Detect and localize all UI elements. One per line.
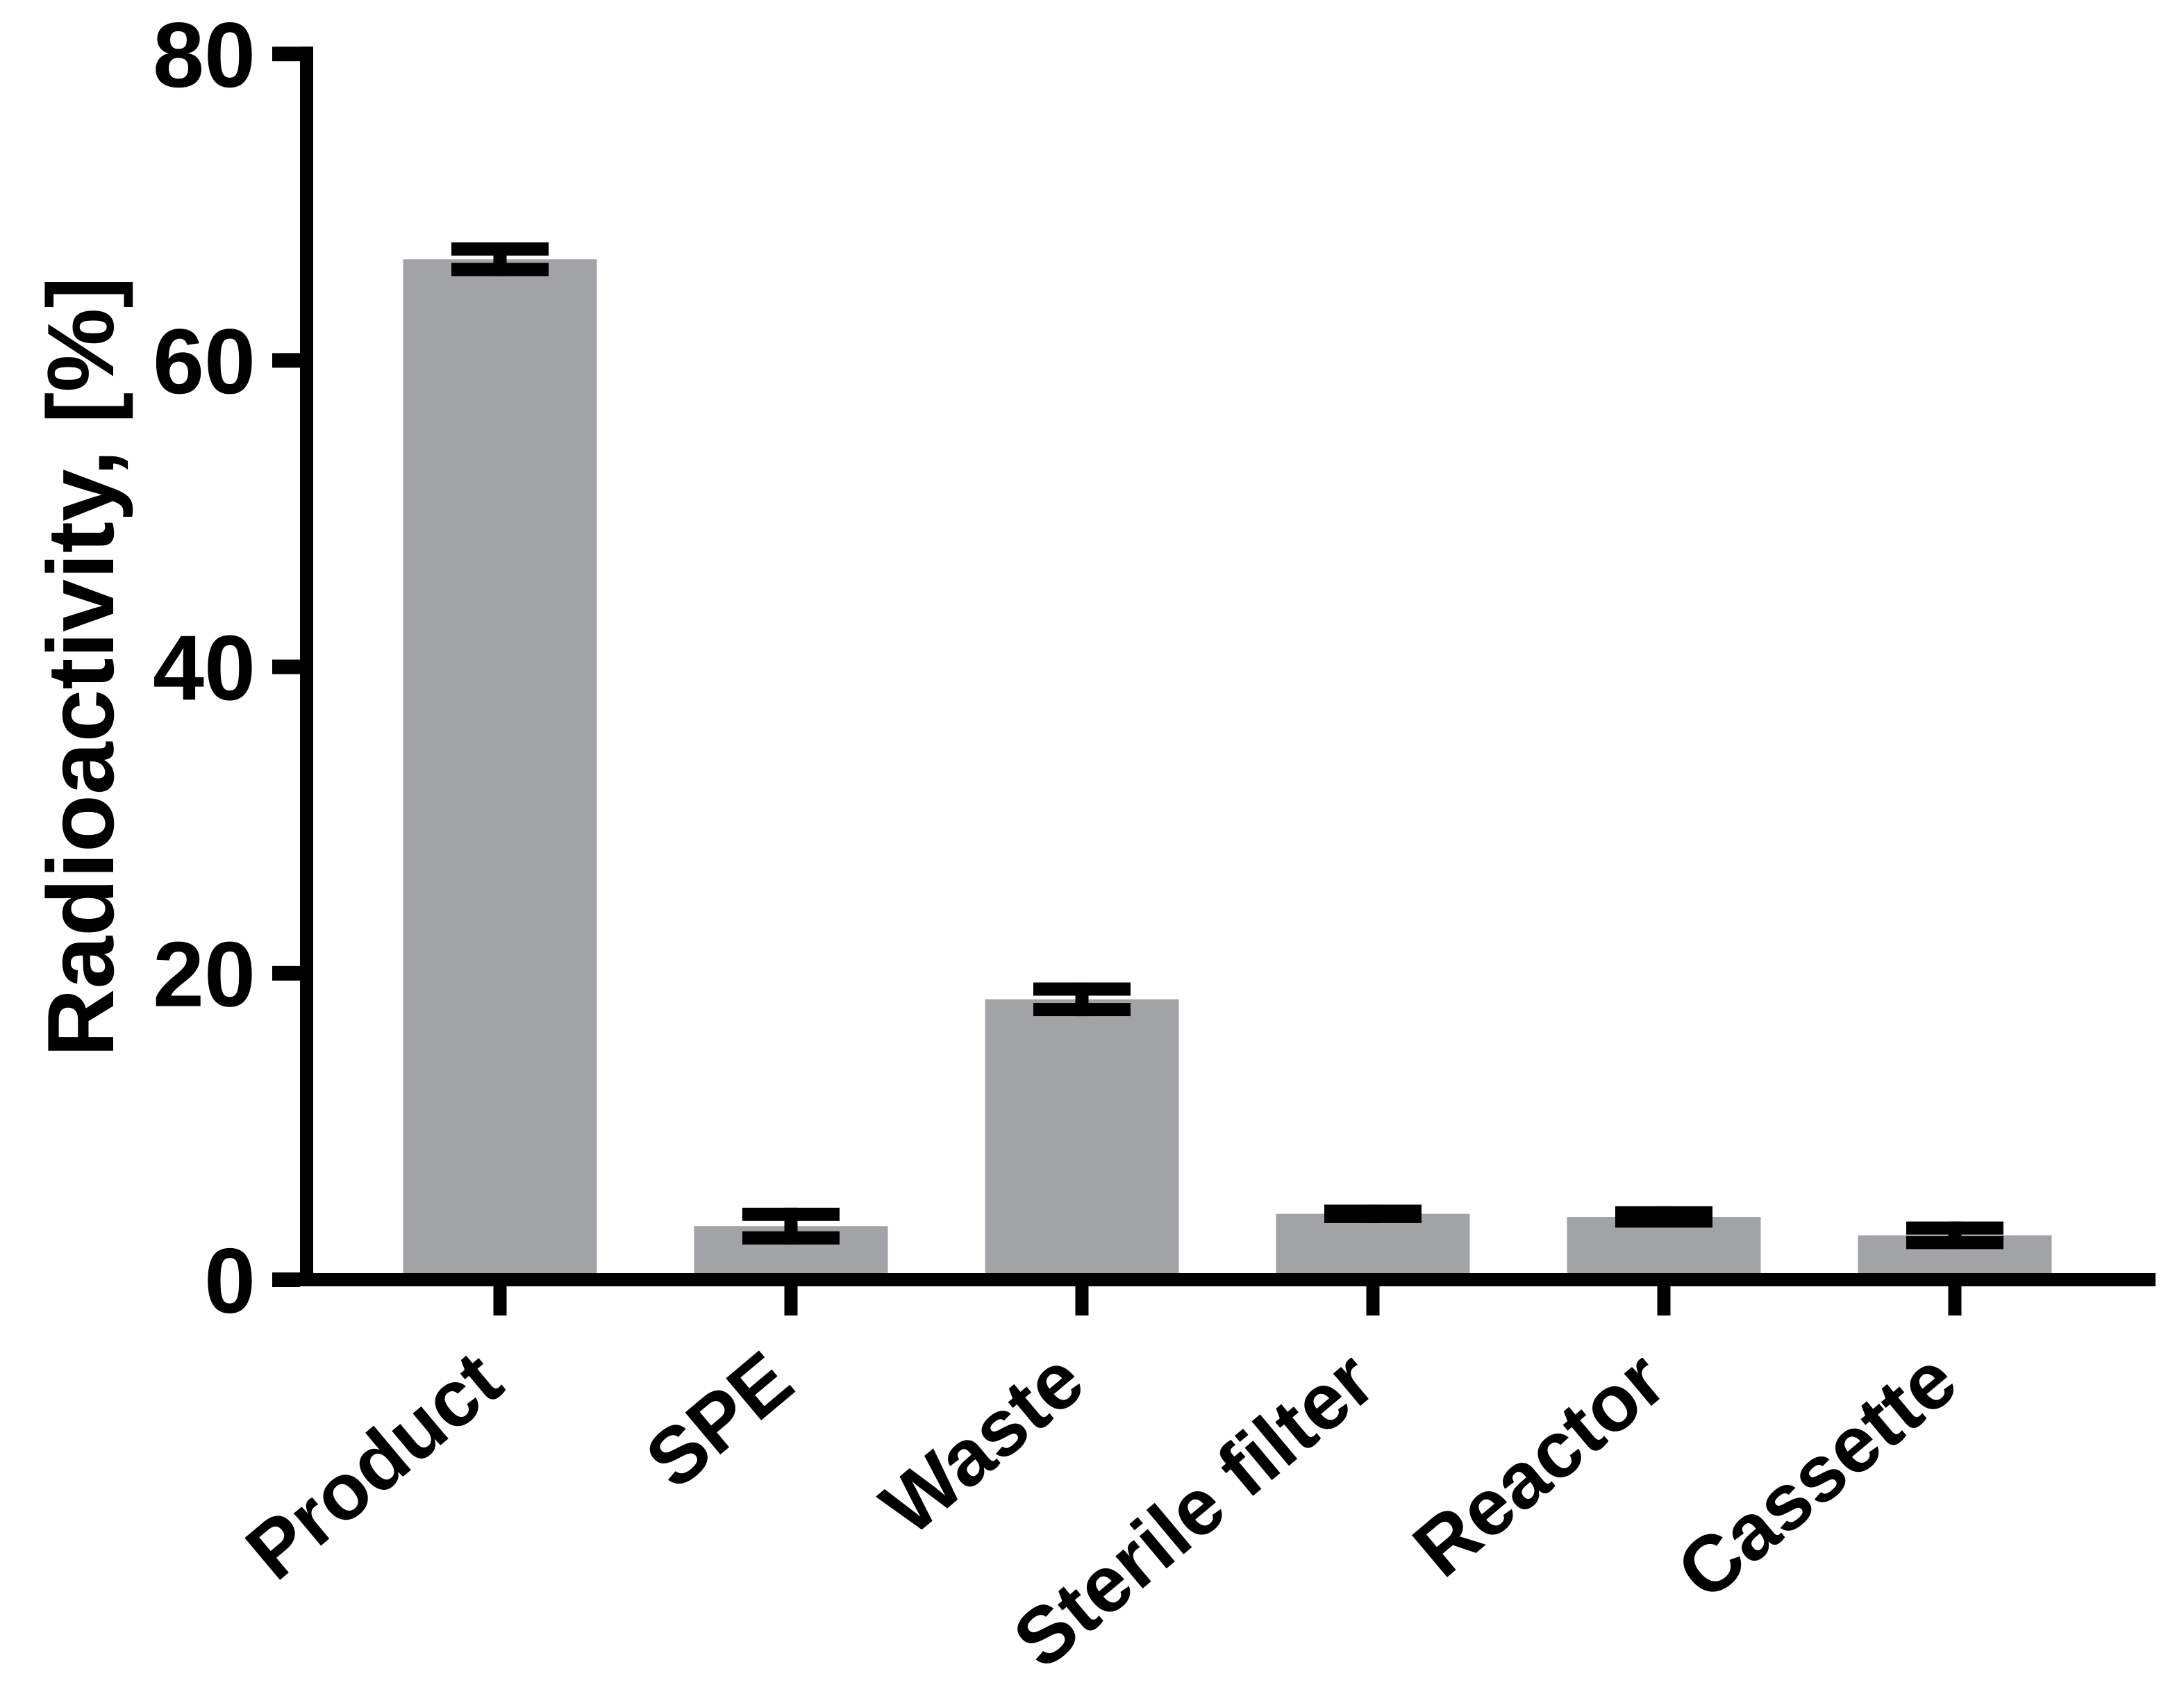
error-bar-upper-cap [451, 242, 549, 256]
x-tick-product [493, 1286, 507, 1315]
x-tick-reactor [1657, 1286, 1671, 1315]
y-tick-label-60: 60 [153, 310, 256, 413]
y-tick-label-20: 20 [153, 924, 256, 1027]
y-tick-20 [272, 965, 300, 981]
y-tick-label-40: 40 [153, 617, 256, 720]
error-bar-upper-cap [1906, 1221, 2003, 1235]
error-bar-upper-cap [742, 1207, 840, 1221]
x-axis-line [272, 1273, 2156, 1286]
bar-sterile-filter [1276, 1213, 1470, 1281]
y-tick-80 [272, 47, 300, 62]
error-bar-lower-cap [451, 263, 549, 276]
y-tick-60 [272, 353, 300, 368]
y-tick-0 [272, 1272, 300, 1287]
y-axis-line [300, 47, 313, 1286]
x-tick-spe [784, 1286, 798, 1315]
x-tick-sterile-filter [1366, 1286, 1380, 1315]
y-axis-title: Radioactivity, [%] [28, 276, 133, 1056]
bar-waste [985, 999, 1179, 1281]
y-tick-label-80: 80 [153, 4, 256, 107]
error-bar-lower-cap [1033, 1003, 1131, 1017]
error-bar-lower-cap [742, 1231, 840, 1245]
y-tick-label-0: 0 [204, 1230, 256, 1333]
error-bar-lower-cap [1615, 1214, 1712, 1228]
error-bar-lower-cap [1906, 1236, 2003, 1250]
error-bar-upper-cap [1033, 982, 1131, 996]
bar-product [403, 259, 597, 1281]
x-tick-cassette [1948, 1286, 1962, 1315]
y-tick-40 [272, 659, 300, 674]
error-bar-lower-cap [1324, 1209, 1422, 1223]
x-tick-waste [1075, 1286, 1089, 1315]
